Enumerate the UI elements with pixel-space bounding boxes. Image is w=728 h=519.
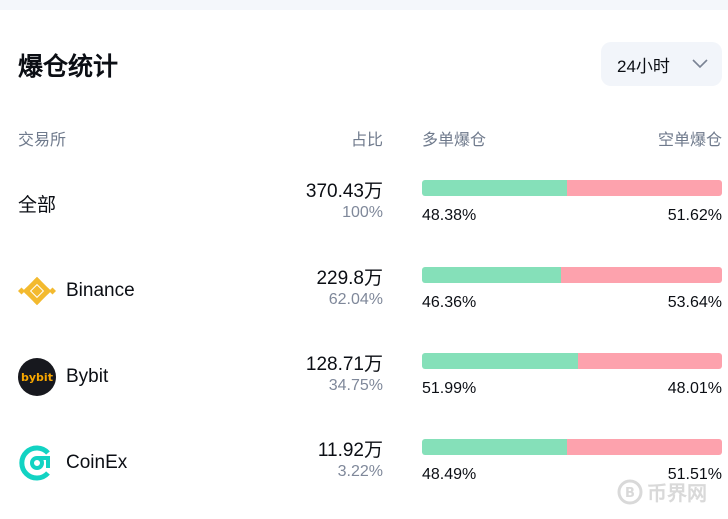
short-bar-fill bbox=[567, 180, 722, 196]
exchange-row: bybit Bybit 128.71万 34.75% 51.99% 48.01% bbox=[0, 353, 728, 423]
header-share: 占比 bbox=[350, 130, 383, 149]
long-percent: 48.38% bbox=[422, 207, 477, 224]
period-selected: 24小时 bbox=[617, 56, 670, 76]
exchange-name: CoinEx bbox=[18, 443, 127, 483]
watermark-text: 币界网 bbox=[647, 481, 707, 505]
exchange-label: Bybit bbox=[66, 366, 109, 387]
bybit-logo-icon: bybit bbox=[18, 358, 56, 396]
short-bar-fill bbox=[577, 353, 722, 369]
top-strip bbox=[0, 0, 728, 10]
period-dropdown[interactable]: 24小时 bbox=[601, 42, 722, 86]
long-bar-fill bbox=[422, 353, 578, 369]
header-short: 空单爆仓 bbox=[657, 130, 722, 149]
exchange-row: CoinEx 11.92万 3.22% 48.49% 51.51% bbox=[0, 439, 728, 509]
coinex-logo-icon bbox=[18, 444, 56, 482]
short-bar-fill bbox=[567, 439, 722, 455]
watermark: B 币界网 bbox=[617, 477, 707, 506]
page-title: 爆仓统计 bbox=[18, 52, 119, 81]
binance-logo-icon bbox=[18, 272, 56, 310]
exchange-name: bybit Bybit bbox=[18, 357, 108, 397]
header-exchange: 交易所 bbox=[18, 130, 67, 149]
long-bar-fill bbox=[422, 180, 568, 196]
exchange-label: 全部 bbox=[18, 194, 57, 216]
header-long: 多单爆仓 bbox=[422, 130, 487, 149]
svg-text:bybit: bybit bbox=[21, 371, 53, 384]
long-bar-fill bbox=[422, 267, 562, 283]
long-short-bar bbox=[422, 353, 722, 369]
long-percent: 48.49% bbox=[422, 466, 477, 483]
long-short-bar bbox=[422, 439, 722, 455]
liquidation-amount: 229.8万 bbox=[316, 268, 383, 289]
short-percent: 48.01% bbox=[667, 380, 722, 397]
share-percent: 62.04% bbox=[328, 291, 383, 308]
svg-text:B: B bbox=[625, 486, 635, 501]
long-short-bar bbox=[422, 267, 722, 283]
short-bar-fill bbox=[561, 267, 722, 283]
long-short-bar bbox=[422, 180, 722, 196]
exchange-row: Binance 229.8万 62.04% 46.36% 53.64% bbox=[0, 267, 728, 337]
long-percent: 46.36% bbox=[422, 294, 477, 311]
liquidation-amount: 11.92万 bbox=[317, 440, 383, 461]
short-percent: 51.62% bbox=[667, 207, 722, 224]
exchange-name: 全部 bbox=[18, 183, 56, 223]
exchange-label: Binance bbox=[66, 280, 135, 301]
liquidation-amount: 128.71万 bbox=[305, 354, 383, 375]
chevron-down-icon bbox=[692, 59, 708, 69]
short-percent: 53.64% bbox=[667, 294, 722, 311]
exchange-name: Binance bbox=[18, 271, 135, 311]
long-percent: 51.99% bbox=[422, 380, 477, 397]
watermark-coin-icon: B bbox=[617, 479, 643, 504]
long-bar-fill bbox=[422, 439, 568, 455]
exchange-row: 全部 370.43万 100% 48.38% 51.62% bbox=[0, 180, 728, 250]
share-percent: 100% bbox=[342, 204, 383, 221]
share-percent: 34.75% bbox=[328, 377, 383, 394]
liquidation-amount: 370.43万 bbox=[305, 181, 383, 202]
exchange-label: CoinEx bbox=[66, 452, 128, 473]
share-percent: 3.22% bbox=[337, 463, 383, 480]
short-percent: 51.51% bbox=[667, 466, 722, 483]
